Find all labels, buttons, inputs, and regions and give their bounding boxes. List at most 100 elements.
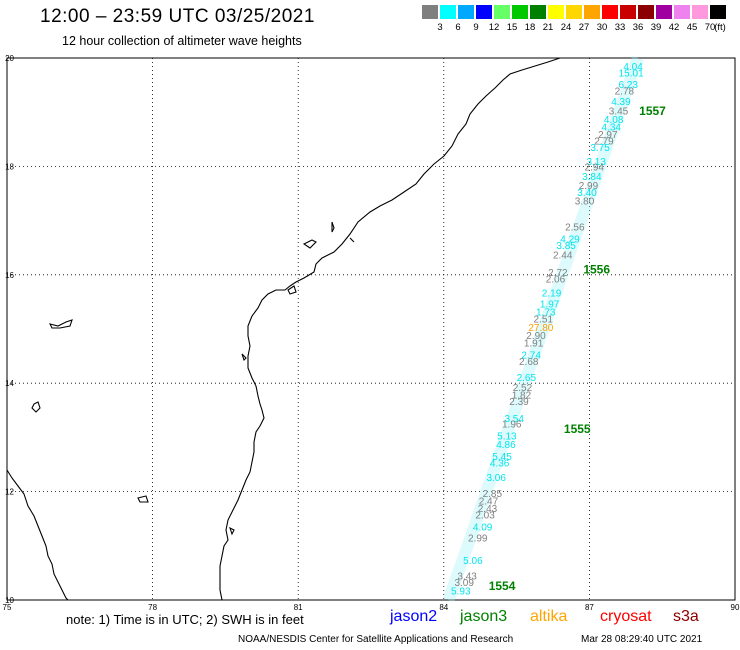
lat-tick-label: 14 <box>5 379 14 388</box>
swh-label: 2.03 <box>475 511 495 522</box>
swh-label: 2.85 <box>483 489 503 500</box>
swh-label: 3.54 <box>504 414 524 425</box>
swh-label: 15.01 <box>619 68 644 79</box>
lat-tick-label: 20 <box>5 54 14 63</box>
swh-label: 3.06 <box>486 473 506 484</box>
swh-label: 2.19 <box>542 288 562 299</box>
track-band <box>442 56 644 602</box>
swh-label: 4.36 <box>490 459 510 470</box>
lon-tick-label: 90 <box>731 603 740 612</box>
swh-label: 3.09 <box>454 578 474 589</box>
legend-swatch <box>674 5 691 19</box>
legend-label: 24 <box>560 22 572 33</box>
swh-label: 2.99 <box>579 181 599 192</box>
sat-s3a: s3a <box>673 608 699 625</box>
island-outline <box>31 401 41 413</box>
island-outline <box>331 221 335 233</box>
island-outline <box>48 319 73 329</box>
legend-swatch <box>440 5 457 19</box>
lat-tick-label: 16 <box>5 271 14 280</box>
legend-label: 33 <box>614 22 626 33</box>
swh-label: 3.40 <box>577 188 597 199</box>
swh-label: 2.68 <box>519 357 539 368</box>
swh-label: 4.34 <box>602 123 622 134</box>
swh-label: 2.78 <box>615 86 635 97</box>
swh-label: 2.72 <box>548 268 568 279</box>
island-outline <box>229 526 235 536</box>
swh-label: 3.84 <box>582 172 602 183</box>
swh-label: 2.74 <box>521 350 541 361</box>
legend-swatch <box>422 5 439 19</box>
swh-label: 6.23 <box>618 80 638 91</box>
swh-label: 3.75 <box>590 143 610 154</box>
swh-label: 2.90 <box>526 331 546 342</box>
swh-label: 2.39 <box>509 397 529 408</box>
swh-label: 1.96 <box>502 420 522 431</box>
legend-swatch <box>710 5 727 19</box>
swh-label: 2.79 <box>594 137 614 148</box>
legend-swatch <box>602 5 619 19</box>
swh-label: 4.04 <box>623 62 643 73</box>
legend-swatch <box>494 5 511 19</box>
lon-tick-label: 81 <box>294 603 303 612</box>
swh-label: 2.51 <box>534 314 554 325</box>
time-label: 1557 <box>639 104 666 118</box>
swh-label: 3.85 <box>556 241 576 252</box>
sat-altika: altika <box>530 608 568 625</box>
swh-label: 3.80 <box>575 196 595 207</box>
lat-tick-label: 18 <box>5 162 14 171</box>
axis-labels: 75 78 81 84 87 90 20 18 16 14 12 10 <box>3 54 740 612</box>
page-title: 12:00 – 23:59 UTC 03/25/2021 <box>40 6 315 27</box>
legend-label: 6 <box>455 22 461 33</box>
swh-label: 1.91 <box>524 338 544 349</box>
swh-label: 4.09 <box>473 523 493 534</box>
sat-jason2: jason2 <box>390 608 438 625</box>
map-frame <box>6 57 736 601</box>
legend-label: 39 <box>650 22 662 33</box>
legend-unit: (ft) <box>714 22 726 33</box>
lon-tick-label: 84 <box>439 603 448 612</box>
sat-jason3: jason3 <box>460 608 508 625</box>
swh-label: 3.43 <box>457 571 477 582</box>
lon-tick-label: 78 <box>148 603 157 612</box>
swh-label: 2.06 <box>546 274 566 285</box>
swh-label: 2.99 <box>468 533 488 544</box>
legend-label: 12 <box>488 22 500 33</box>
footer-timestamp: Mar 28 08:29:40 UTC 2021 <box>581 634 703 645</box>
sat-cryosat: cryosat <box>600 608 652 625</box>
island-outline <box>302 239 317 249</box>
swh-label: 2.94 <box>585 163 605 174</box>
legend-swatch <box>620 5 637 19</box>
legend-swatch <box>512 5 529 19</box>
legend-swatch <box>638 5 655 19</box>
island-outline <box>287 285 297 295</box>
time-label: 1556 <box>583 263 610 277</box>
legend-label: 27 <box>578 22 590 33</box>
lon-tick-label: 75 <box>3 603 12 612</box>
legend-label: 3 <box>437 22 443 33</box>
legend-swatch <box>458 5 475 19</box>
swh-label: 2.56 <box>565 222 585 233</box>
coastline <box>6 57 561 601</box>
lon-tick-label: 87 <box>585 603 594 612</box>
swh-label: 2.52 <box>513 383 533 394</box>
legend-label: 30 <box>596 22 608 33</box>
lat-tick-label: 12 <box>5 488 14 497</box>
swh-label: 4.29 <box>560 234 580 245</box>
island-outline <box>241 353 247 362</box>
legend-label: 9 <box>473 22 479 33</box>
legend-swatch <box>656 5 673 19</box>
swh-label: 2.97 <box>598 130 618 141</box>
color-legend: 3 6 9 12 15 18 21 24 27 30 33 36 39 42 45 70 (ft) <box>422 5 728 35</box>
legend-label: 70 <box>704 22 716 33</box>
india-west-coast <box>6 469 69 601</box>
legend-label: 15 <box>506 22 518 33</box>
legend-swatch <box>548 5 565 19</box>
island-outline <box>349 237 355 243</box>
legend-label: 21 <box>542 22 554 33</box>
legend-swatch <box>692 5 709 19</box>
legend-label: 36 <box>632 22 644 33</box>
india-east-coast <box>219 57 561 601</box>
legend-swatch <box>566 5 583 19</box>
